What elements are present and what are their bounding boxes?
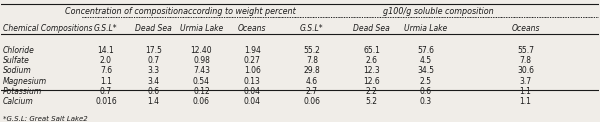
Text: 2.6: 2.6 [365, 56, 377, 65]
Text: 0.3: 0.3 [419, 97, 431, 106]
Text: 57.6: 57.6 [417, 46, 434, 55]
Text: Oceans: Oceans [238, 25, 266, 33]
Text: 0.06: 0.06 [304, 97, 320, 106]
Text: 0.27: 0.27 [244, 56, 260, 65]
Text: 14.1: 14.1 [98, 46, 114, 55]
Text: Urmia Lake: Urmia Lake [180, 25, 223, 33]
Text: 0.6: 0.6 [148, 87, 160, 96]
Text: 2.2: 2.2 [366, 87, 377, 96]
Text: 2.7: 2.7 [306, 87, 318, 96]
Text: 55.7: 55.7 [517, 46, 534, 55]
Text: Sulfate: Sulfate [2, 56, 29, 65]
Text: 55.2: 55.2 [304, 46, 320, 55]
Text: 0.6: 0.6 [419, 87, 431, 96]
Text: 0.12: 0.12 [193, 87, 210, 96]
Text: 1.06: 1.06 [244, 66, 260, 75]
Text: 7.43: 7.43 [193, 66, 210, 75]
Text: 0.54: 0.54 [193, 76, 210, 86]
Text: Potassium: Potassium [2, 87, 42, 96]
Text: Magnesium: Magnesium [2, 76, 47, 86]
Text: Concentration of compositionaccording to weight percent: Concentration of compositionaccording to… [65, 7, 296, 16]
Text: 17.5: 17.5 [145, 46, 162, 55]
Text: 0.7: 0.7 [148, 56, 160, 65]
Text: 12.40: 12.40 [191, 46, 212, 55]
Text: Chemical Compositions: Chemical Compositions [2, 25, 92, 33]
Text: *G.S.L: Great Salt Lake2: *G.S.L: Great Salt Lake2 [2, 116, 88, 122]
Text: 7.8: 7.8 [520, 56, 532, 65]
Text: 1.1: 1.1 [100, 76, 112, 86]
Text: Urmia Lake: Urmia Lake [404, 25, 447, 33]
Text: 29.8: 29.8 [304, 66, 320, 75]
Text: 0.13: 0.13 [244, 76, 260, 86]
Text: 1.1: 1.1 [520, 87, 532, 96]
Text: 1.94: 1.94 [244, 46, 260, 55]
Text: 34.5: 34.5 [417, 66, 434, 75]
Text: 0.04: 0.04 [244, 97, 261, 106]
Text: G.S.L*: G.S.L* [94, 25, 118, 33]
Text: 0.016: 0.016 [95, 97, 117, 106]
Text: 12.3: 12.3 [363, 66, 380, 75]
Text: 5.2: 5.2 [365, 97, 377, 106]
Text: g100/g soluble composition: g100/g soluble composition [383, 7, 494, 16]
Text: 1.4: 1.4 [148, 97, 160, 106]
Text: 3.3: 3.3 [148, 66, 160, 75]
Text: 2.0: 2.0 [100, 56, 112, 65]
Text: 0.7: 0.7 [100, 87, 112, 96]
Text: 65.1: 65.1 [363, 46, 380, 55]
Text: Sodium: Sodium [2, 66, 31, 75]
Text: 7.6: 7.6 [100, 66, 112, 75]
Text: 0.04: 0.04 [244, 87, 261, 96]
Text: Dead Sea: Dead Sea [136, 25, 172, 33]
Text: Dead Sea: Dead Sea [353, 25, 390, 33]
Text: 7.8: 7.8 [306, 56, 318, 65]
Text: 4.6: 4.6 [306, 76, 318, 86]
Text: Calcium: Calcium [2, 97, 34, 106]
Text: 12.6: 12.6 [363, 76, 380, 86]
Text: 3.7: 3.7 [520, 76, 532, 86]
Text: Chloride: Chloride [2, 46, 34, 55]
Text: 3.4: 3.4 [148, 76, 160, 86]
Text: 4.5: 4.5 [419, 56, 431, 65]
Text: Oceans: Oceans [511, 25, 540, 33]
Text: 0.98: 0.98 [193, 56, 210, 65]
Text: 2.5: 2.5 [419, 76, 431, 86]
Text: G.S.L*: G.S.L* [300, 25, 324, 33]
Text: 1.1: 1.1 [520, 97, 532, 106]
Text: 30.6: 30.6 [517, 66, 534, 75]
Text: 0.06: 0.06 [193, 97, 210, 106]
